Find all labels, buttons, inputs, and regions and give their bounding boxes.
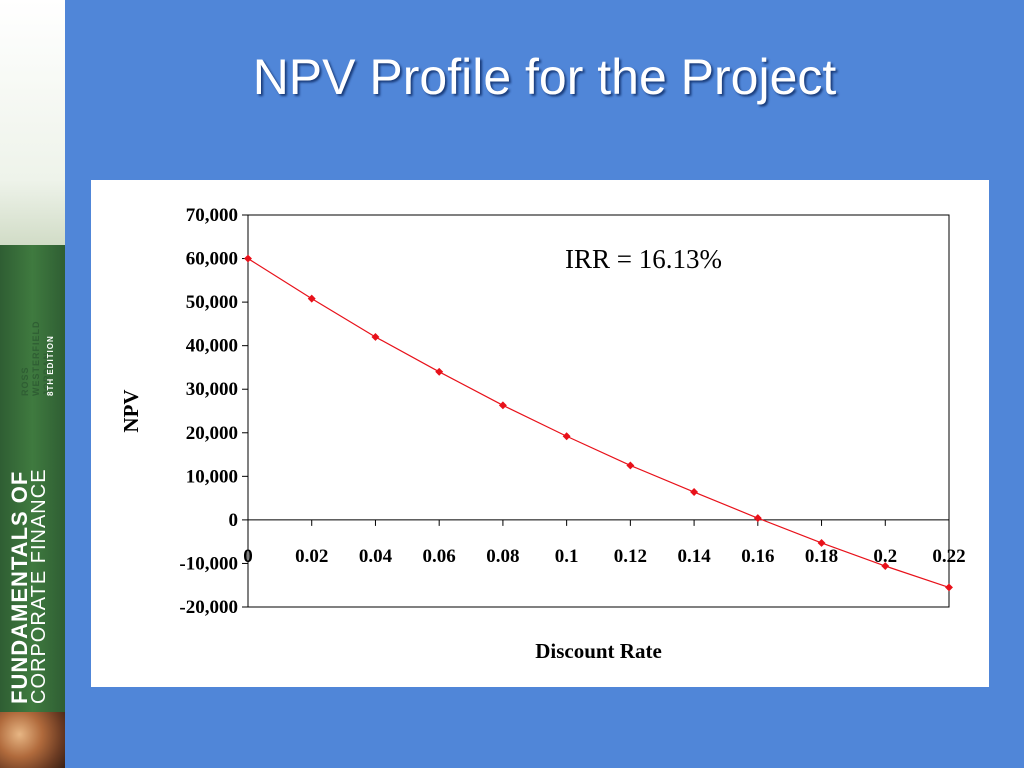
sidebar-text-block: FUNDAMENTALS OF CORPORATE FINANCE ROSS W… [2, 252, 65, 712]
npv-line [247, 258, 950, 588]
x-tick-label: 0.16 [741, 546, 774, 567]
data-point [435, 367, 444, 376]
x-tick-label: 0.02 [295, 546, 328, 567]
x-tick-label: 0.1 [555, 546, 579, 567]
data-point [753, 514, 762, 523]
data-point [562, 432, 571, 441]
slide-title: NPV Profile for the Project [252, 49, 837, 105]
data-point [498, 401, 507, 410]
book-cover-sidebar: FUNDAMENTALS OF CORPORATE FINANCE ROSS W… [0, 0, 65, 768]
x-tick-label: 0.18 [805, 546, 838, 567]
x-tick-label: 0.06 [423, 546, 456, 567]
y-tick-label: 50,000 [186, 292, 238, 313]
y-tick-label: 70,000 [186, 205, 238, 226]
data-point [626, 461, 635, 470]
y-tick-label: -10,000 [179, 553, 238, 574]
plot-area-border [247, 214, 950, 608]
author-name: ROSS [20, 366, 30, 396]
data-point [244, 254, 252, 263]
chart-panel: 70,000 60,000 50,000 40,000 30,000 20,000 10,0… [91, 180, 989, 687]
data-point [945, 583, 953, 592]
y-tick-label: 40,000 [186, 336, 238, 357]
sidebar-green-band [0, 245, 65, 715]
y-tick-label: 0 [229, 510, 239, 531]
x-tick-label: 0.08 [486, 546, 519, 567]
x-axis-title: Discount Rate [535, 639, 662, 663]
x-tick-label: 0.2 [873, 546, 897, 567]
book-title-line2: CORPORATE FINANCE [28, 468, 50, 704]
x-tick-label: 0 [243, 546, 253, 567]
x-tick-label: 0.12 [614, 546, 647, 567]
author-name: WESTERFIELD [31, 320, 41, 397]
data-point [307, 294, 316, 303]
y-tick-label: 60,000 [186, 249, 238, 270]
x-tick-label: 0.04 [359, 546, 393, 567]
npv-chart: 70,000 60,000 50,000 40,000 30,000 20,000 10,0… [119, 205, 966, 663]
x-tick-label: 0.14 [677, 546, 711, 567]
data-point [371, 332, 380, 341]
data-point [690, 488, 699, 496]
x-tick-label: 0.22 [932, 546, 965, 567]
y-tick-label: 20,000 [186, 423, 238, 444]
y-tick-label: 30,000 [186, 379, 238, 400]
y-axis-title: NPV [119, 389, 143, 432]
y-tick-label: 10,000 [186, 466, 238, 487]
irr-annotation: IRR = 16.13% [565, 244, 722, 274]
book-edition: 8TH EDITION [46, 335, 55, 396]
y-tick-label: -20,000 [179, 597, 238, 618]
cover-image [0, 712, 65, 768]
